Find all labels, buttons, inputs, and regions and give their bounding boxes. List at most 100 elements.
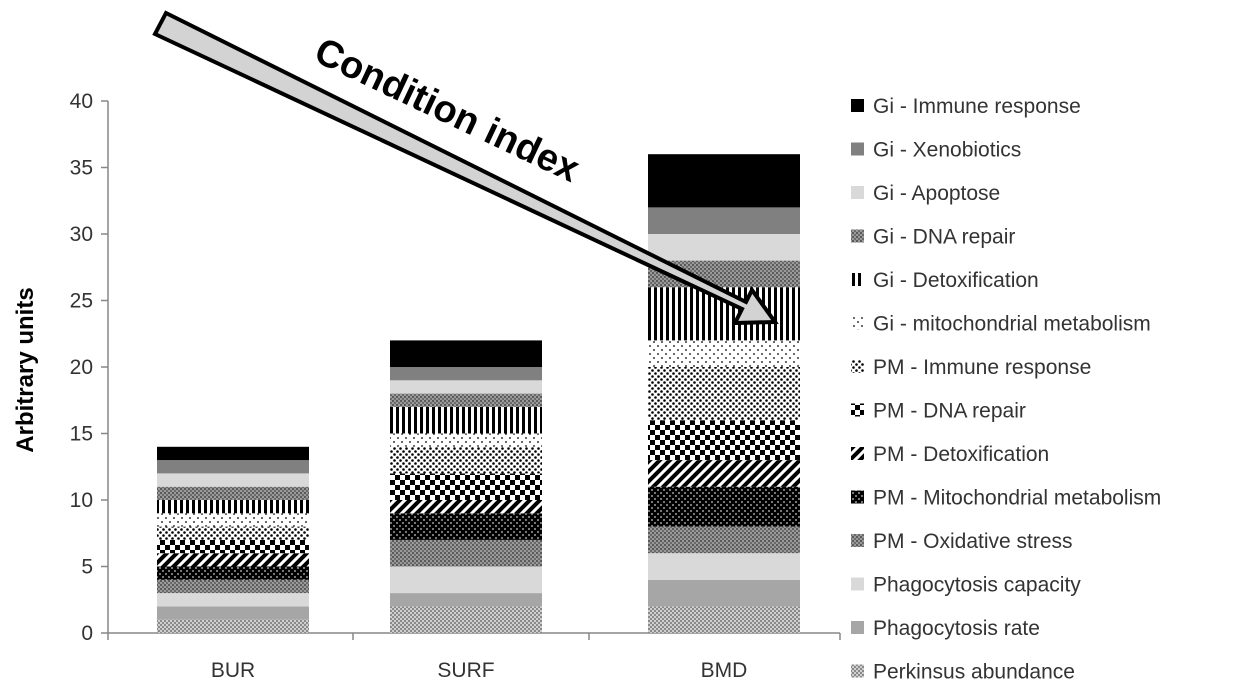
bar-segment — [390, 406, 542, 434]
legend-swatch — [851, 360, 864, 373]
legend-label: Gi - mitochondrial metabolism — [873, 313, 1151, 336]
bar-segment — [157, 619, 309, 633]
arrow-shape — [152, 10, 779, 326]
legend-item: Gi - DNA repair — [851, 226, 1015, 249]
bar-segment — [390, 539, 542, 567]
x-category-label: BUR — [211, 659, 255, 682]
legend-label: PM - Mitochondrial metabolism — [873, 487, 1161, 510]
bar-segment — [648, 606, 800, 633]
y-tick-label: 25 — [70, 290, 93, 313]
bar-segment — [390, 393, 542, 407]
legend-label: Gi - Apoptose — [873, 182, 1000, 205]
bar-segment — [157, 553, 309, 567]
legend-swatch — [851, 99, 864, 112]
legend-swatch — [851, 186, 864, 199]
x-axis-labels: BUR SURF BMD — [211, 659, 748, 682]
bar-segment — [390, 340, 542, 367]
bar-segment — [390, 380, 542, 394]
legend-item: Gi - Apoptose — [851, 182, 1000, 205]
x-category-label: SURF — [437, 659, 494, 682]
legend-label: PM - Oxidative stress — [873, 530, 1073, 553]
legend-label: Gi - Detoxification — [873, 269, 1039, 292]
bar-segment — [390, 433, 542, 447]
bar-segment — [390, 513, 542, 540]
legend-swatch — [851, 490, 864, 504]
bar-segment — [648, 340, 800, 367]
legend-item: Gi - Detoxification — [851, 269, 1039, 292]
bar-segment — [390, 606, 542, 633]
bar-segment — [157, 566, 309, 580]
legend-swatch — [851, 447, 864, 460]
legend-item: Gi - Xenobiotics — [851, 139, 1021, 162]
legend-swatch — [851, 577, 864, 591]
bar-segment — [157, 513, 309, 527]
bar-segment — [648, 553, 800, 580]
y-tick-label: 5 — [81, 556, 93, 579]
legend-item: Gi - Immune response — [851, 95, 1081, 118]
legend-label: PM - Immune response — [873, 356, 1091, 379]
legend-item: Phagocytosis rate — [851, 617, 1040, 640]
bar-segment — [648, 526, 800, 554]
legend-swatch — [851, 142, 864, 156]
legend-item: PM - DNA repair — [851, 400, 1026, 423]
legend-item: PM - Oxidative stress — [851, 530, 1073, 553]
bar-segment — [648, 460, 800, 487]
bar-segment — [648, 367, 800, 421]
bar-segment — [648, 154, 800, 208]
bar-segment — [648, 420, 800, 461]
legend-swatch — [851, 403, 864, 417]
y-tick-label: 30 — [70, 223, 93, 246]
bar-segment — [157, 473, 309, 487]
legend-label: Gi - Immune response — [873, 95, 1081, 118]
legend-swatch — [851, 534, 864, 547]
y-tick-label: 0 — [81, 622, 93, 645]
legend-item: Phagocytosis capacity — [851, 574, 1081, 597]
bar-segment — [390, 367, 542, 381]
legend-swatch — [851, 273, 864, 286]
bar-segment — [157, 606, 309, 620]
y-tick-label: 20 — [70, 356, 93, 379]
bar-segment — [390, 593, 542, 607]
legend-label: Phagocytosis rate — [873, 617, 1040, 640]
legend-label: Gi - DNA repair — [873, 226, 1015, 249]
bar-segment — [157, 446, 309, 461]
legend-label: PM - Detoxification — [873, 443, 1049, 466]
bars — [157, 154, 800, 633]
condition-index-arrow — [152, 10, 779, 326]
legend-label: Gi - Xenobiotics — [873, 139, 1021, 162]
bar-segment — [648, 579, 800, 607]
y-tick-label: 15 — [70, 423, 93, 446]
legend-swatch — [851, 316, 864, 330]
bar-segment — [157, 500, 309, 514]
legend-item: Perkinsus abundance — [851, 661, 1075, 684]
bar-segment — [390, 566, 542, 594]
bar-segment — [157, 539, 309, 554]
legend-item: PM - Detoxification — [851, 443, 1049, 466]
y-axis-title: Arbitrary units — [12, 287, 39, 452]
bar-segment — [157, 526, 309, 540]
legend-item: Gi - mitochondrial metabolism — [851, 313, 1151, 336]
legend-swatch — [851, 664, 864, 678]
bar-segment — [648, 234, 800, 261]
legend-label: Phagocytosis capacity — [873, 574, 1081, 597]
bar-segment — [648, 486, 800, 527]
bar-segment — [157, 593, 309, 607]
bar-segment — [157, 460, 309, 474]
legend-label: PM - DNA repair — [873, 400, 1026, 423]
y-tick-label: 40 — [70, 90, 93, 113]
legend-swatch — [851, 229, 864, 243]
bar-segment — [648, 207, 800, 234]
bar-segment — [157, 579, 309, 594]
bar-segment — [390, 473, 542, 500]
bar-segment — [390, 500, 542, 514]
bar-segment — [157, 486, 309, 500]
x-category-label: BMD — [701, 659, 748, 682]
y-tick-label: 10 — [70, 489, 93, 512]
legend: Gi - Immune response Gi - Xenobiotics Gi -… — [851, 95, 1161, 684]
legend-swatch — [851, 621, 864, 634]
legend-item: PM - Mitochondrial metabolism — [851, 487, 1161, 510]
legend-label: Perkinsus abundance — [873, 661, 1075, 684]
y-tick-label: 35 — [70, 157, 93, 180]
legend-item: PM - Immune response — [851, 356, 1091, 379]
